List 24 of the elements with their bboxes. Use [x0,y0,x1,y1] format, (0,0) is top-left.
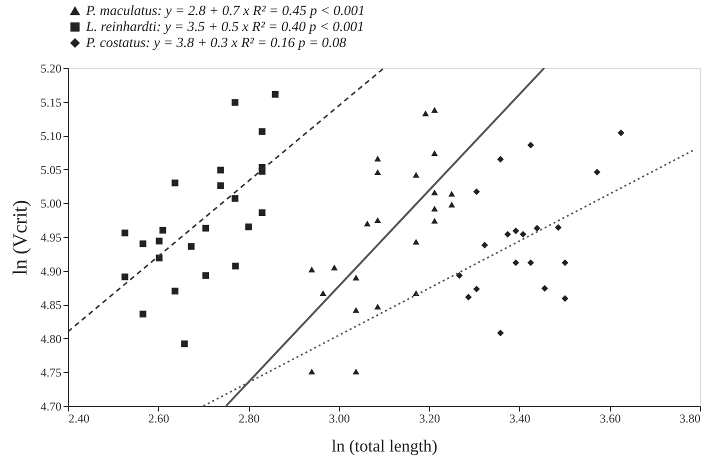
y-tick-label: 4.90 [40,264,62,278]
y-tick-label: 4.70 [40,400,62,414]
y-tick-label: 5.20 [40,62,62,76]
x-tick-label: 3.60 [600,412,621,426]
x-tick-label: 3.80 [680,412,700,426]
y-tick-label: 4.75 [40,366,62,380]
y-tick-label: 4.95 [40,230,62,244]
y-tick-label: 5.05 [40,162,62,177]
y-tick-label: 4.85 [40,298,62,312]
legend-label: P. maculatus: y = 2.8 + 0.7 x R² = 0.45 p < 0.001 [85,4,365,19]
legend-label: L. reinhardti: y = 3.5 + 0.5 x R² = 0.40 p < 0.001 [85,20,364,35]
x-tick-label: 2.80 [238,412,260,426]
x-tick-label: 3.00 [328,412,350,426]
y-tick-label: 4.80 [40,332,62,346]
x-tick-label: 2.60 [148,412,170,426]
x-axis-title: ln (total length) [332,436,438,456]
legend-label: P. costatus: y = 3.8 + 0.3 x R² = 0.16 p = 0.08 [85,36,346,51]
x-tick-label: 2.40 [68,412,90,426]
y-tick-label: 5.00 [40,196,62,211]
y-tick-label: 5.10 [40,129,62,144]
y-axis-title: ln (Vcrit) [10,200,32,275]
x-tick-label: 3.20 [419,412,440,426]
x-tick-label: 3.40 [509,412,530,426]
y-tick-label: 5.15 [40,95,62,110]
